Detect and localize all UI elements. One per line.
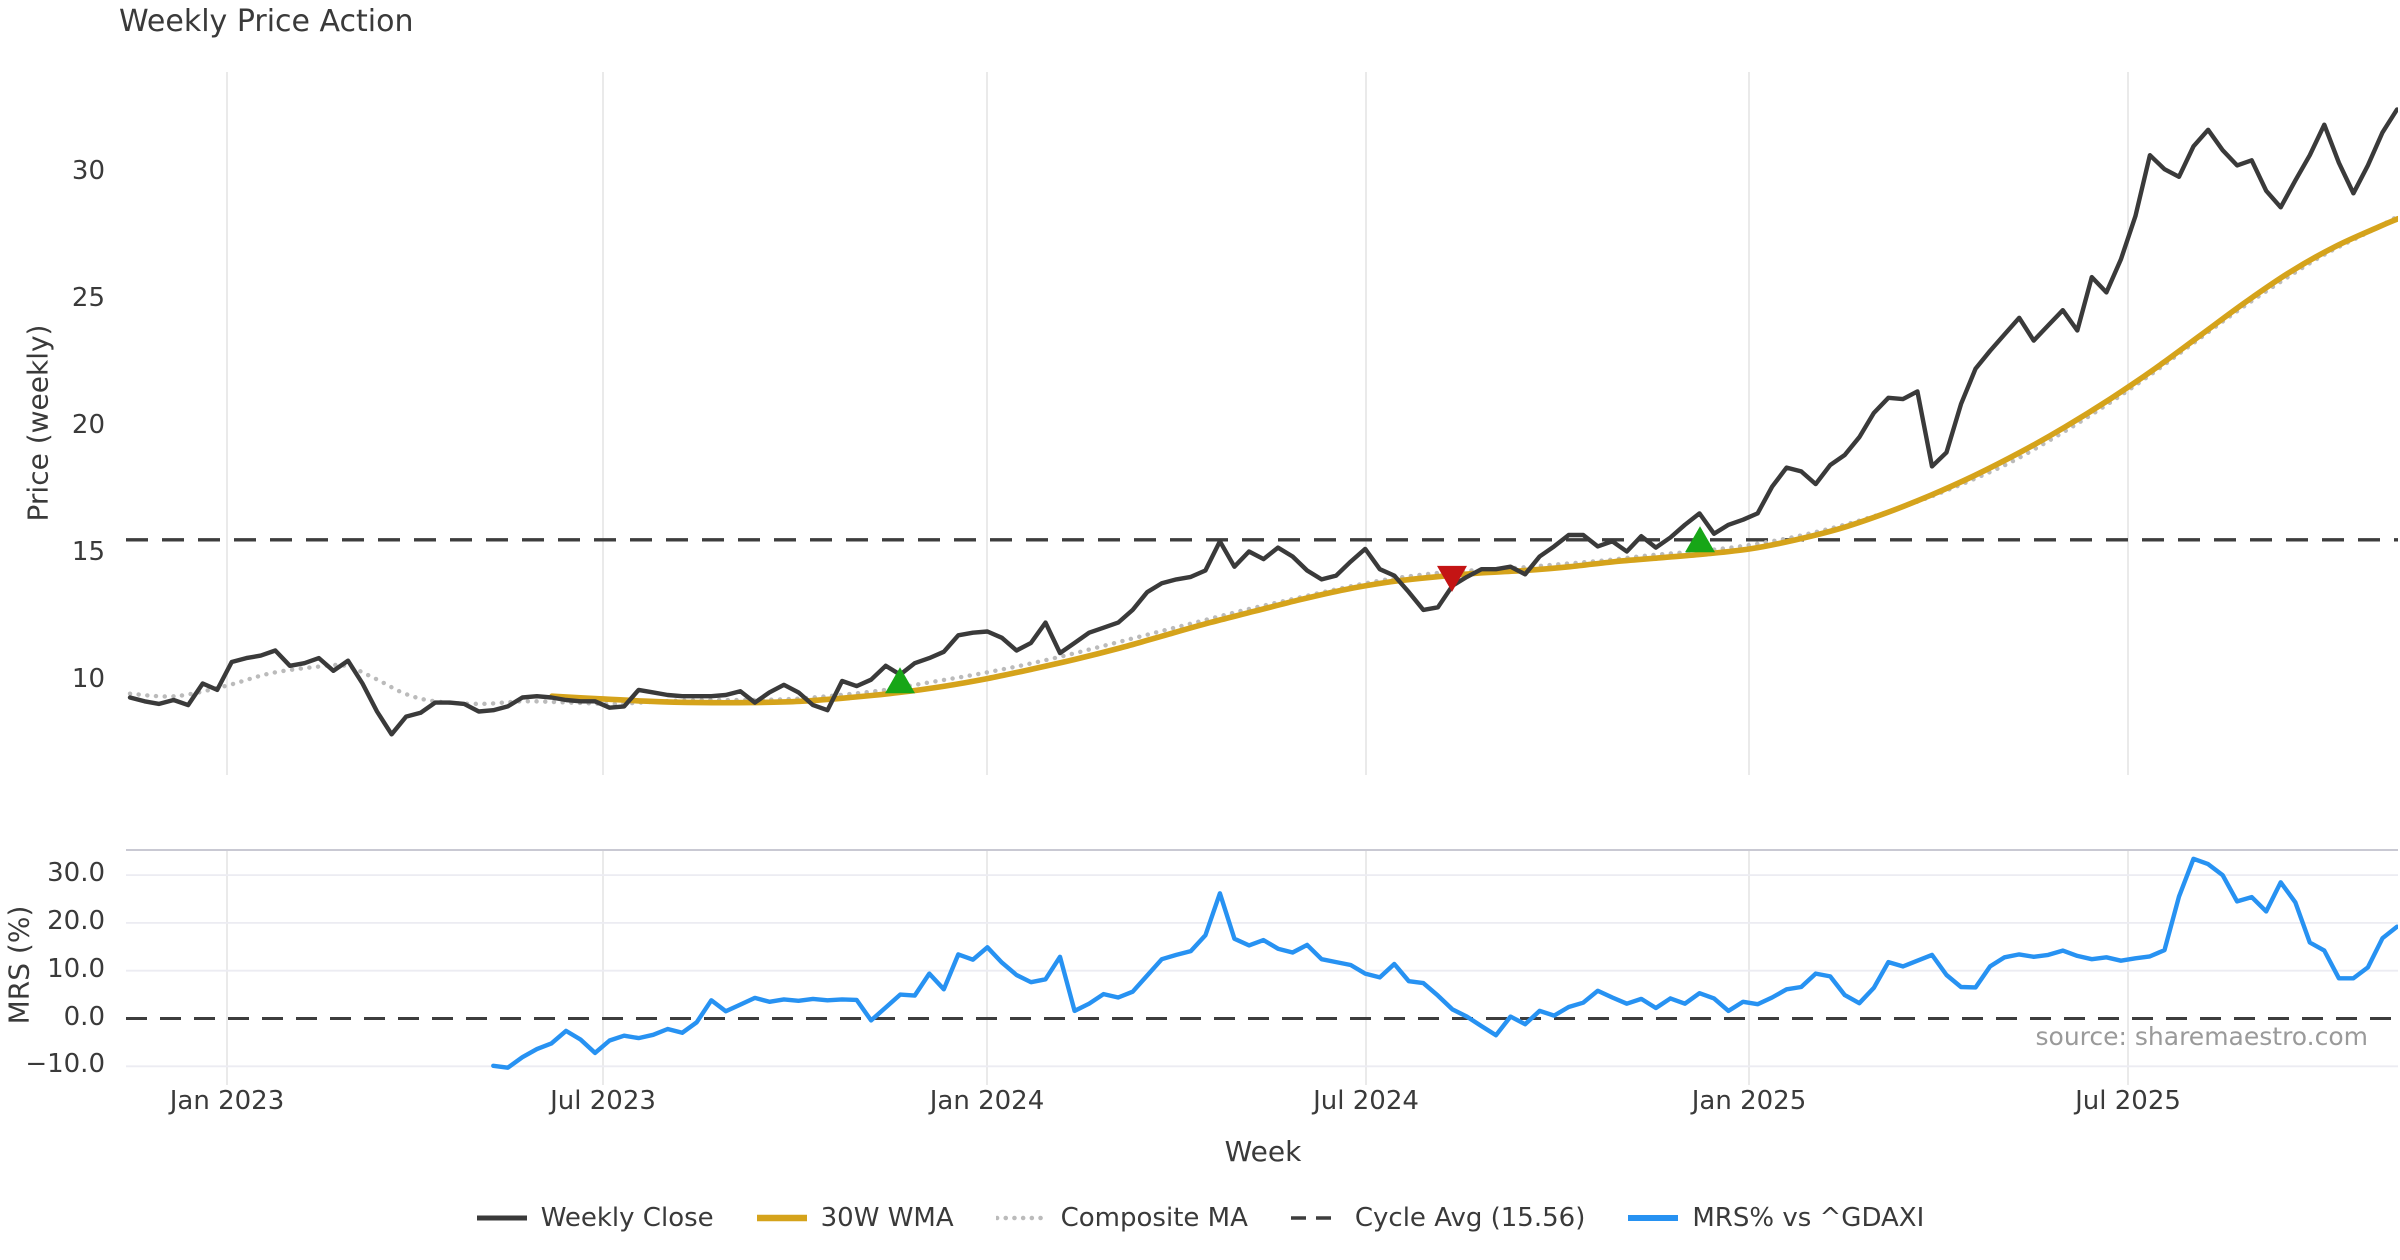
x-tick: Jan 2023 — [169, 1086, 285, 1116]
legend-label: Cycle Avg (15.56) — [1354, 1203, 1586, 1233]
x-tick: Jul 2025 — [2075, 1086, 2181, 1116]
mrs-ytick: 10.0 — [47, 953, 105, 984]
sell-signal-marker — [1437, 565, 1467, 592]
price-ytick: 30 — [71, 156, 105, 186]
legend-label: 30W WMA — [820, 1203, 954, 1233]
legend-line-swatch-icon — [995, 1215, 1048, 1221]
legend-line-swatch-icon — [1628, 1215, 1679, 1221]
x-axis-label: Week — [1224, 1135, 1302, 1168]
x-tick: Jul 2024 — [1313, 1086, 1419, 1116]
legend: Weekly Close 30W WMA Composite MA Cycle Avg… — [0, 1203, 2400, 1233]
mrs-ytick: 20.0 — [47, 905, 105, 936]
legend-label: Composite MA — [1060, 1203, 1248, 1233]
price-ytick: 20 — [71, 410, 105, 440]
legend-item: MRS% vs ^GDAXI — [1627, 1203, 1924, 1233]
legend-item: 30W WMA — [756, 1203, 954, 1233]
legend-item: Cycle Avg (15.56) — [1290, 1203, 1585, 1233]
buy-signal-marker — [1685, 526, 1715, 553]
x-tick: Jan 2025 — [1691, 1086, 1807, 1116]
price-ytick: 25 — [71, 283, 105, 313]
legend-line-swatch-icon — [1290, 1216, 1341, 1220]
legend-item: Composite MA — [995, 1203, 1248, 1233]
price-ytick: 10 — [71, 664, 105, 694]
price-ytick: 15 — [71, 537, 105, 567]
chart-title: Weekly Price Action — [119, 4, 414, 39]
mrs-ytick: −10.0 — [25, 1049, 105, 1080]
legend-line-swatch-icon — [756, 1214, 807, 1222]
source-note: source: sharemaestro.com — [2035, 1022, 2369, 1051]
mrs-ytick: 30.0 — [47, 858, 105, 889]
legend-label: MRS% vs ^GDAXI — [1692, 1203, 1925, 1233]
buy-signal-marker — [885, 667, 915, 694]
legend-line-swatch-icon — [476, 1215, 527, 1221]
x-tick: Jul 2023 — [550, 1086, 656, 1116]
mrs-ytick: 0.0 — [63, 1001, 105, 1032]
x-tick: Jan 2024 — [929, 1086, 1045, 1116]
legend-item: Weekly Close — [476, 1203, 714, 1233]
legend-label: Weekly Close — [540, 1203, 714, 1233]
